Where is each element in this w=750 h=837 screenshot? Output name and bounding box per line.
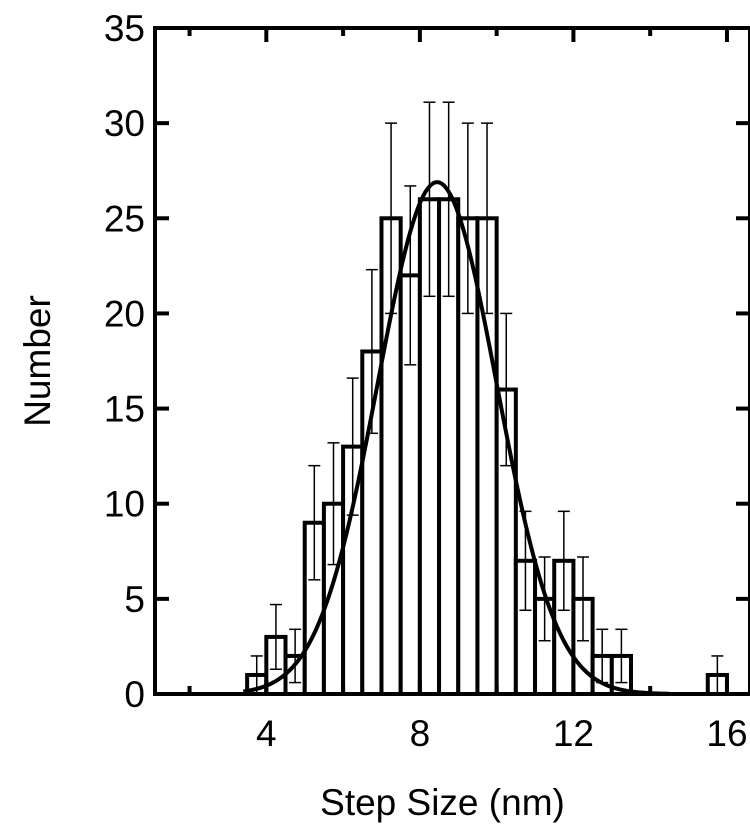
plot-frame: [153, 26, 750, 696]
x-axis-title: Step Size (nm): [320, 782, 565, 823]
y-tick-label: 30: [104, 103, 145, 144]
error-bar: [577, 556, 590, 642]
y-axis-title: Number: [17, 295, 58, 427]
error-bar: [461, 122, 474, 315]
error-bar: [615, 628, 628, 684]
gaussian-fit-curve: [243, 180, 670, 696]
error-bar: [423, 101, 436, 298]
error-bar: [308, 464, 321, 581]
y-tick-label: 10: [104, 484, 145, 525]
x-tick-label: 16: [706, 713, 747, 754]
error-bar: [404, 185, 417, 366]
y-tick-label: 25: [104, 198, 145, 239]
y-tick-label: 35: [104, 8, 145, 49]
y-tick-label: 0: [124, 674, 145, 715]
tick-labels: 4 8 12 16 0 5 10 15 20 25 30 35: [104, 8, 748, 754]
x-tick-label: 8: [410, 713, 431, 754]
y-tick-label: 5: [124, 579, 145, 620]
y-tick-label: 20: [104, 293, 145, 334]
axis-ticks: [155, 26, 750, 696]
error-bar: [442, 101, 455, 298]
x-tick-label: 12: [553, 713, 594, 754]
y-tick-label: 15: [104, 389, 145, 430]
error-bar: [557, 510, 570, 612]
error-bar: [269, 603, 282, 671]
error-bar: [289, 628, 302, 684]
x-tick-label: 4: [256, 713, 277, 754]
